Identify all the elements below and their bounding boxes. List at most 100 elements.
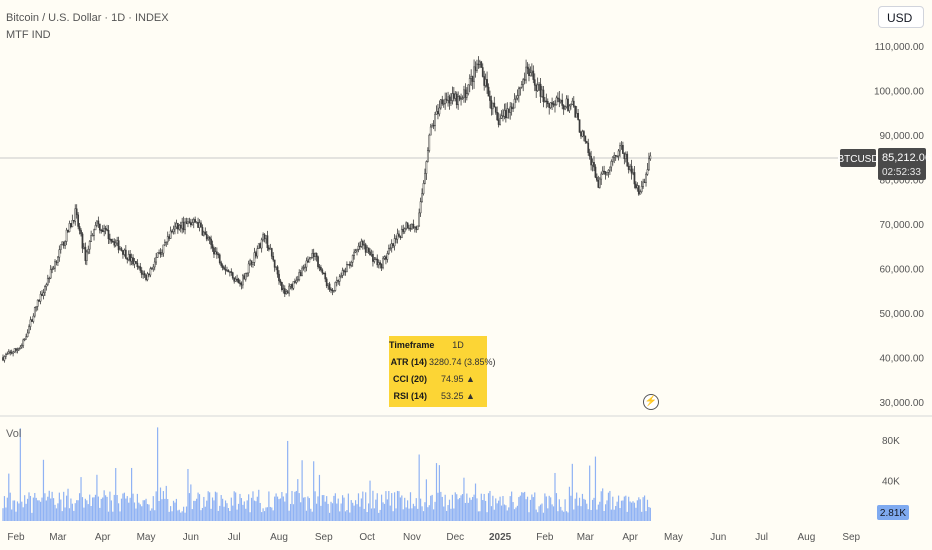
volume-bar [320,505,322,521]
volume-bar [411,508,413,521]
candle-body [646,169,649,175]
volume-bar [9,492,11,521]
volume-bar [86,500,88,521]
candle-body [22,339,25,346]
volume-bar [84,498,86,521]
volume-bar [184,512,186,521]
volume-bar [214,491,217,521]
candle-body [406,222,409,229]
price-tick-label: 100,000.00 [874,87,924,98]
candle-body [321,269,324,274]
candle-body [161,252,163,255]
candle-body [564,106,566,110]
volume-bar [146,504,149,521]
candle-body [552,103,555,106]
candle-body [311,253,314,258]
volume-bar [524,491,526,521]
volume-bar [620,500,623,521]
candle-body [272,256,275,261]
volume-bar [239,493,241,521]
volume-bar [276,496,279,521]
volume-bar [378,512,380,521]
volume-bar [15,511,17,521]
candle-body [630,165,633,174]
volume-pane-label[interactable]: Vol [6,428,22,440]
lightning-icon[interactable]: ⚡ [643,394,659,410]
candle-body [451,93,454,101]
candle-body [15,348,17,351]
candle-body [142,272,145,275]
candle-body [587,142,590,153]
candle-body [260,239,263,249]
volume-bar [180,512,182,521]
symbol-title[interactable]: Bitcoin / U.S. Dollar · 1D · INDEX [6,12,169,24]
time-tick-label: May [137,532,156,543]
candle-body [214,251,217,255]
volume-bar [353,505,355,521]
indicator-label[interactable]: MTF IND [6,29,51,41]
volume-bar [528,512,530,521]
volume-bar [538,506,540,521]
candle-body [619,145,621,152]
volume-bar [417,508,419,521]
volume-bar [133,502,136,521]
volume-bar [529,499,532,521]
candle-body [317,256,319,267]
volume-bar [185,506,188,521]
candle-body [455,93,458,106]
candle-body [335,280,338,283]
candle-body [213,247,215,255]
candle-body [343,270,345,272]
candle-body [35,306,38,308]
candle-body [281,282,283,290]
candle-body [626,153,629,167]
candle-body [479,61,481,65]
candle-body [51,268,53,271]
candle-body [425,161,428,174]
volume-bar [466,493,468,521]
candle-body [529,72,532,77]
volume-bar [144,500,146,521]
candle-body [639,191,642,195]
volume-bar [339,511,341,521]
candle-body [129,254,132,262]
volume-bar [54,504,56,521]
candle-body [305,260,308,268]
volume-bar [68,508,71,521]
volume-bar [623,496,625,521]
candle-body [346,264,348,273]
volume-bar [496,503,498,521]
candle-body [431,124,434,128]
candle-body [396,233,399,240]
candle-body [445,98,448,101]
volume-bar [485,500,487,521]
candle-body [292,281,295,289]
volume-bar [128,502,130,521]
candle-body [233,277,236,282]
volume-bar [119,511,121,521]
volume-bar [226,503,228,521]
candle-body [220,262,223,266]
candle-body [71,220,74,228]
volume-bar [352,502,354,521]
candle-body [67,229,69,232]
time-tick-label: Jul [228,532,241,543]
price-tag-value-bg [878,148,926,180]
candle-body [282,288,285,290]
candle-body [629,165,631,170]
time-axis[interactable]: Feb Mar Apr May Jun Jul Aug Sep Oct Nov Dec 2025 Feb… [7,532,860,543]
volume-bar [532,497,534,521]
volume-bar [487,493,490,521]
currency-button[interactable]: USD [878,6,924,28]
candle-body [234,278,237,282]
candle-body [363,244,366,246]
volume-axis[interactable]: 80K 40K [882,436,900,488]
volume-bar [344,511,347,521]
price-axis[interactable]: 110,000.00 100,000.00 90,000.00 80,000.00 70… [874,42,924,409]
volume-bar [207,491,209,521]
candle-body [463,89,465,99]
volume-bar [391,493,393,521]
volume-bar [398,491,400,521]
candle-body [357,245,360,250]
